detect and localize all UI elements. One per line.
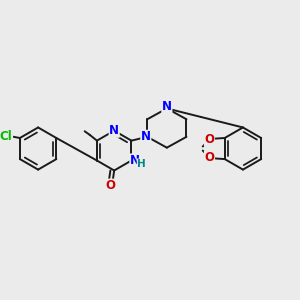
Text: N: N	[109, 124, 119, 137]
Text: N: N	[141, 130, 151, 143]
Text: Cl: Cl	[0, 130, 13, 143]
Text: O: O	[205, 151, 214, 164]
Text: N: N	[162, 100, 172, 113]
Text: O: O	[106, 179, 116, 192]
Text: N: N	[130, 154, 140, 167]
Text: O: O	[205, 133, 214, 146]
Text: H: H	[137, 159, 146, 169]
